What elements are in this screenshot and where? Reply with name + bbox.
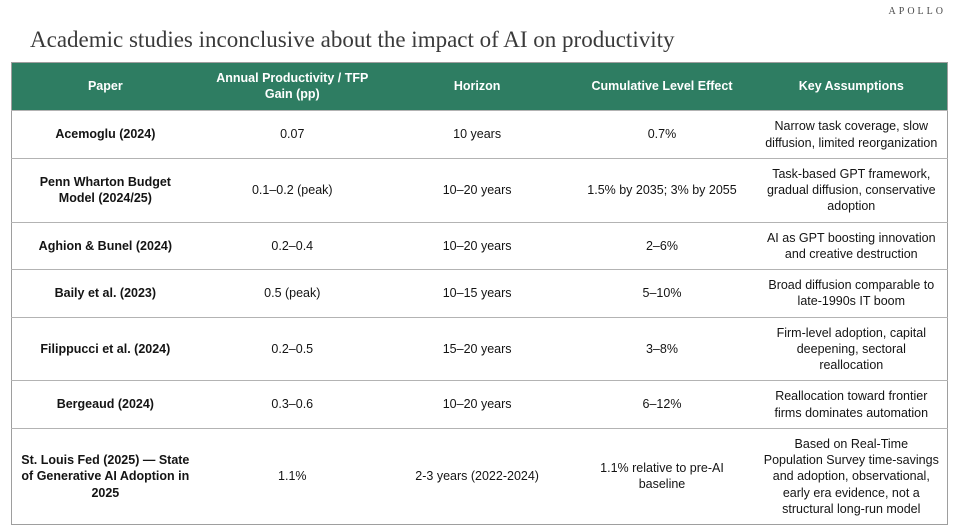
cell-paper: Aghion & Bunel (2024)	[11, 221, 199, 270]
cell-assumptions: Firm-level adoption, capital deepening, …	[755, 316, 948, 381]
cell-paper: Bergeaud (2024)	[11, 380, 199, 429]
cell-paper: St. Louis Fed (2025) — State of Generati…	[11, 427, 199, 525]
cell-gain: 0.5 (peak)	[198, 269, 386, 317]
cell-horizon: 10–15 years	[385, 269, 569, 317]
header-row: Paper Annual Productivity / TFP Gain (pp…	[11, 62, 948, 111]
table-row: Baily et al. (2023) 0.5 (peak) 10–15 years…	[11, 269, 948, 317]
table-row: Bergeaud (2024) 0.3–0.6 10–20 years 6–12% Re…	[11, 380, 948, 429]
header-horizon: Horizon	[385, 62, 569, 111]
table-row: Penn Wharton Budget Model (2024/25) 0.1–0…	[11, 157, 948, 222]
cell-gain: 0.1–0.2 (peak)	[198, 157, 386, 222]
cell-paper: Filippucci et al. (2024)	[11, 316, 199, 381]
cell-assumptions: Based on Real-Time Population Survey tim…	[755, 427, 948, 525]
table-row: Acemoglu (2024) 0.07 10 years 0.7% Narrow ta…	[11, 110, 948, 159]
header-assumptions: Key Assumptions	[755, 62, 948, 111]
cell-effect: 3–8%	[568, 316, 756, 381]
cell-paper: Penn Wharton Budget Model (2024/25)	[11, 157, 199, 222]
cell-assumptions: Broad diffusion comparable to late-1990s…	[755, 269, 948, 317]
cell-horizon: 2-3 years (2022-2024)	[385, 427, 569, 525]
cell-paper: Acemoglu (2024)	[11, 110, 199, 159]
cell-gain: 0.3–0.6	[198, 380, 386, 429]
cell-effect: 1.5% by 2035; 3% by 2055	[568, 157, 756, 222]
cell-horizon: 10–20 years	[385, 380, 569, 429]
cell-gain: 0.2–0.5	[198, 316, 386, 381]
cell-effect: 1.1% relative to pre-AI baseline	[568, 427, 756, 525]
header-gain: Annual Productivity / TFP Gain (pp)	[198, 62, 386, 111]
cell-assumptions: Task-based GPT framework, gradual diffus…	[755, 157, 948, 222]
cell-assumptions: Narrow task coverage, slow diffusion, li…	[755, 110, 948, 159]
cell-gain: 0.2–0.4	[198, 221, 386, 270]
page-title: Academic studies inconclusive about the …	[30, 27, 675, 53]
header-effect: Cumulative Level Effect	[568, 62, 756, 111]
apollo-logo: APOLLO	[888, 6, 946, 17]
cell-gain: 1.1%	[198, 427, 386, 525]
table-row: Filippucci et al. (2024) 0.2–0.5 15–20 yea…	[11, 316, 948, 381]
cell-effect: 5–10%	[568, 269, 756, 317]
cell-horizon: 10–20 years	[385, 157, 569, 222]
cell-horizon: 15–20 years	[385, 316, 569, 381]
table-row: St. Louis Fed (2025) — State of Generati…	[11, 427, 948, 525]
cell-gain: 0.07	[198, 110, 386, 159]
cell-effect: 0.7%	[568, 110, 756, 159]
table-row: Aghion & Bunel (2024) 0.2–0.4 10–20 years 2…	[11, 221, 948, 270]
cell-assumptions: Reallocation toward frontier firms domin…	[755, 380, 948, 429]
cell-assumptions: AI as GPT boosting innovation and creati…	[755, 221, 948, 270]
cell-horizon: 10 years	[385, 110, 569, 159]
cell-effect: 2–6%	[568, 221, 756, 270]
studies-table: Paper Annual Productivity / TFP Gain (pp…	[11, 62, 948, 525]
header-paper: Paper	[11, 62, 199, 111]
cell-paper: Baily et al. (2023)	[11, 269, 199, 317]
cell-effect: 6–12%	[568, 380, 756, 429]
table-header: Paper Annual Productivity / TFP Gain (pp…	[11, 62, 948, 111]
cell-horizon: 10–20 years	[385, 221, 569, 270]
table-body: Acemoglu (2024) 0.07 10 years 0.7% Narrow ta…	[11, 110, 948, 525]
